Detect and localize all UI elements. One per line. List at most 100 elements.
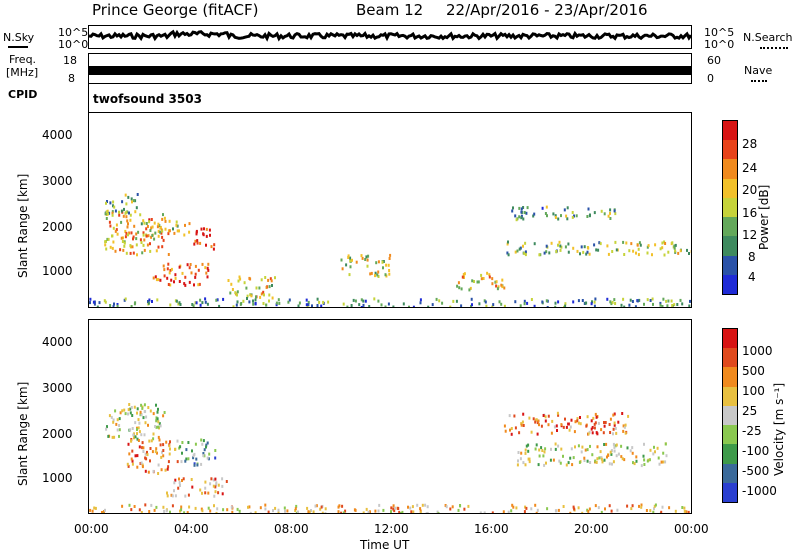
velocity-cells-cell	[133, 505, 136, 508]
nave-tick-bottom: 0	[707, 72, 714, 85]
power-cells-cell	[106, 200, 108, 203]
velocity-cells-cell	[624, 423, 627, 427]
velocity-cells-cell	[640, 464, 643, 468]
velocity-cells-cell	[555, 509, 558, 513]
velocity-cells-cell	[162, 443, 165, 447]
velocity-cells-cell	[588, 507, 591, 511]
power-cells-cell	[113, 302, 115, 306]
power-cells-cell	[316, 297, 319, 301]
power-cells-cell	[197, 268, 200, 272]
velocity-cells-cell	[143, 433, 146, 437]
velocity-cells-cell	[581, 511, 584, 513]
power-cells-cell	[649, 299, 652, 302]
power-cells-cell	[120, 220, 123, 224]
power-cells-cell	[550, 241, 553, 245]
velocity-cells-cell	[163, 509, 166, 513]
power-cells-cell	[162, 264, 165, 268]
velocity-cells-cell	[612, 427, 615, 431]
velocity-cells-cell	[131, 462, 134, 466]
velocity-cells-cell	[106, 425, 108, 429]
xtick-0800: 08:00	[274, 522, 309, 536]
power-cells-cell	[139, 238, 142, 242]
power-cells-cell	[488, 275, 491, 279]
nsky-tick-top: 10^5	[58, 26, 89, 39]
velocity-cells-cell	[623, 458, 626, 462]
velocity-cells-cell	[565, 463, 568, 467]
power-cells-cell	[164, 219, 167, 223]
power-cells-cell	[538, 253, 541, 257]
power-cells-cell	[651, 253, 653, 257]
power-cells-cell	[108, 220, 111, 224]
velocity-cells-cell	[557, 508, 560, 512]
velocity-cells-cell	[342, 511, 345, 513]
power-cells-cell	[661, 305, 664, 307]
velocity-cells-cell	[560, 447, 563, 451]
power-cells-cell	[236, 290, 239, 294]
velocity-cells-cell	[608, 504, 611, 508]
velocity-cells-cell	[398, 510, 401, 513]
velocity-cells-cell	[683, 509, 686, 513]
power-cells-cell	[202, 232, 205, 236]
velocity-cells-cell	[610, 449, 613, 453]
power-cells-cell	[183, 282, 186, 286]
power-cells-cell	[689, 299, 691, 303]
velocity-cells-cell	[527, 457, 530, 461]
power-cells-cell	[212, 247, 215, 251]
velocity-cells-cell	[140, 403, 143, 407]
velocity-cells-cell	[551, 419, 554, 423]
velocity-cells-cell	[121, 504, 124, 508]
power-cells-cell	[552, 212, 555, 216]
power-cells-cell	[388, 272, 391, 276]
velocity-cells-cell	[600, 510, 603, 513]
power-cells-cell	[206, 302, 209, 306]
velocity-cells-cell	[577, 444, 580, 448]
power-cells-cell	[673, 244, 676, 248]
power-cells-cell	[514, 214, 517, 218]
velocity-cells-cell	[621, 457, 624, 461]
velocity-cells-cell	[94, 506, 97, 510]
velocity-cells-cell	[522, 461, 525, 465]
velocity-cells-cell	[609, 417, 612, 421]
power-cells-cell	[172, 227, 174, 231]
power-cells-cell	[636, 299, 639, 303]
velocity-cells-cell	[131, 459, 134, 463]
velocity-cells-cell	[249, 511, 252, 513]
power-cells-cell	[674, 249, 677, 253]
power-cells-cell	[688, 252, 690, 255]
velocity-cells-cell	[527, 449, 530, 453]
power-cells-cell	[492, 303, 495, 307]
power-cells-cell	[130, 231, 133, 235]
velocity-cells-cell	[594, 412, 597, 416]
velocity-cells-cell	[141, 406, 144, 410]
velocity-cells-cell	[165, 440, 168, 444]
velocity-cells-cell	[653, 504, 656, 508]
power-cells-cell	[470, 297, 473, 301]
velocity-cells-cell	[626, 446, 629, 450]
velocity-cells-cell	[195, 457, 198, 461]
power-cells-cell	[149, 229, 152, 232]
velocity-cells-cell	[542, 454, 545, 458]
power-cells-cell	[268, 299, 270, 303]
power-cells-cell	[575, 214, 578, 218]
velocity-cbar-segment	[723, 405, 737, 426]
power-cells-cell	[174, 276, 177, 280]
velocity-cells-cell	[215, 483, 218, 487]
power-cells-cell	[262, 302, 265, 305]
velocity-cells-cell	[535, 511, 538, 513]
xtick-0400: 04:00	[174, 522, 209, 536]
power-cells-cell	[609, 211, 611, 215]
velocity-cells-cell	[238, 509, 241, 513]
power-cells-cell	[132, 235, 135, 239]
power-cells-cell	[632, 249, 635, 253]
power-cells-cell	[162, 238, 165, 242]
velocity-cells-cell	[145, 415, 148, 419]
power-cbar-segment	[723, 121, 737, 142]
power-cells-cell	[125, 215, 128, 219]
power-cells-cell	[140, 222, 143, 226]
power-cells-cell	[609, 208, 612, 212]
power-cells-cell	[156, 298, 159, 302]
velocity-cells-cell	[174, 494, 177, 498]
power-cells-cell	[200, 227, 203, 231]
velocity-ylabel: Slant Range [km]	[16, 381, 30, 486]
velocity-cells-cell	[141, 463, 144, 467]
